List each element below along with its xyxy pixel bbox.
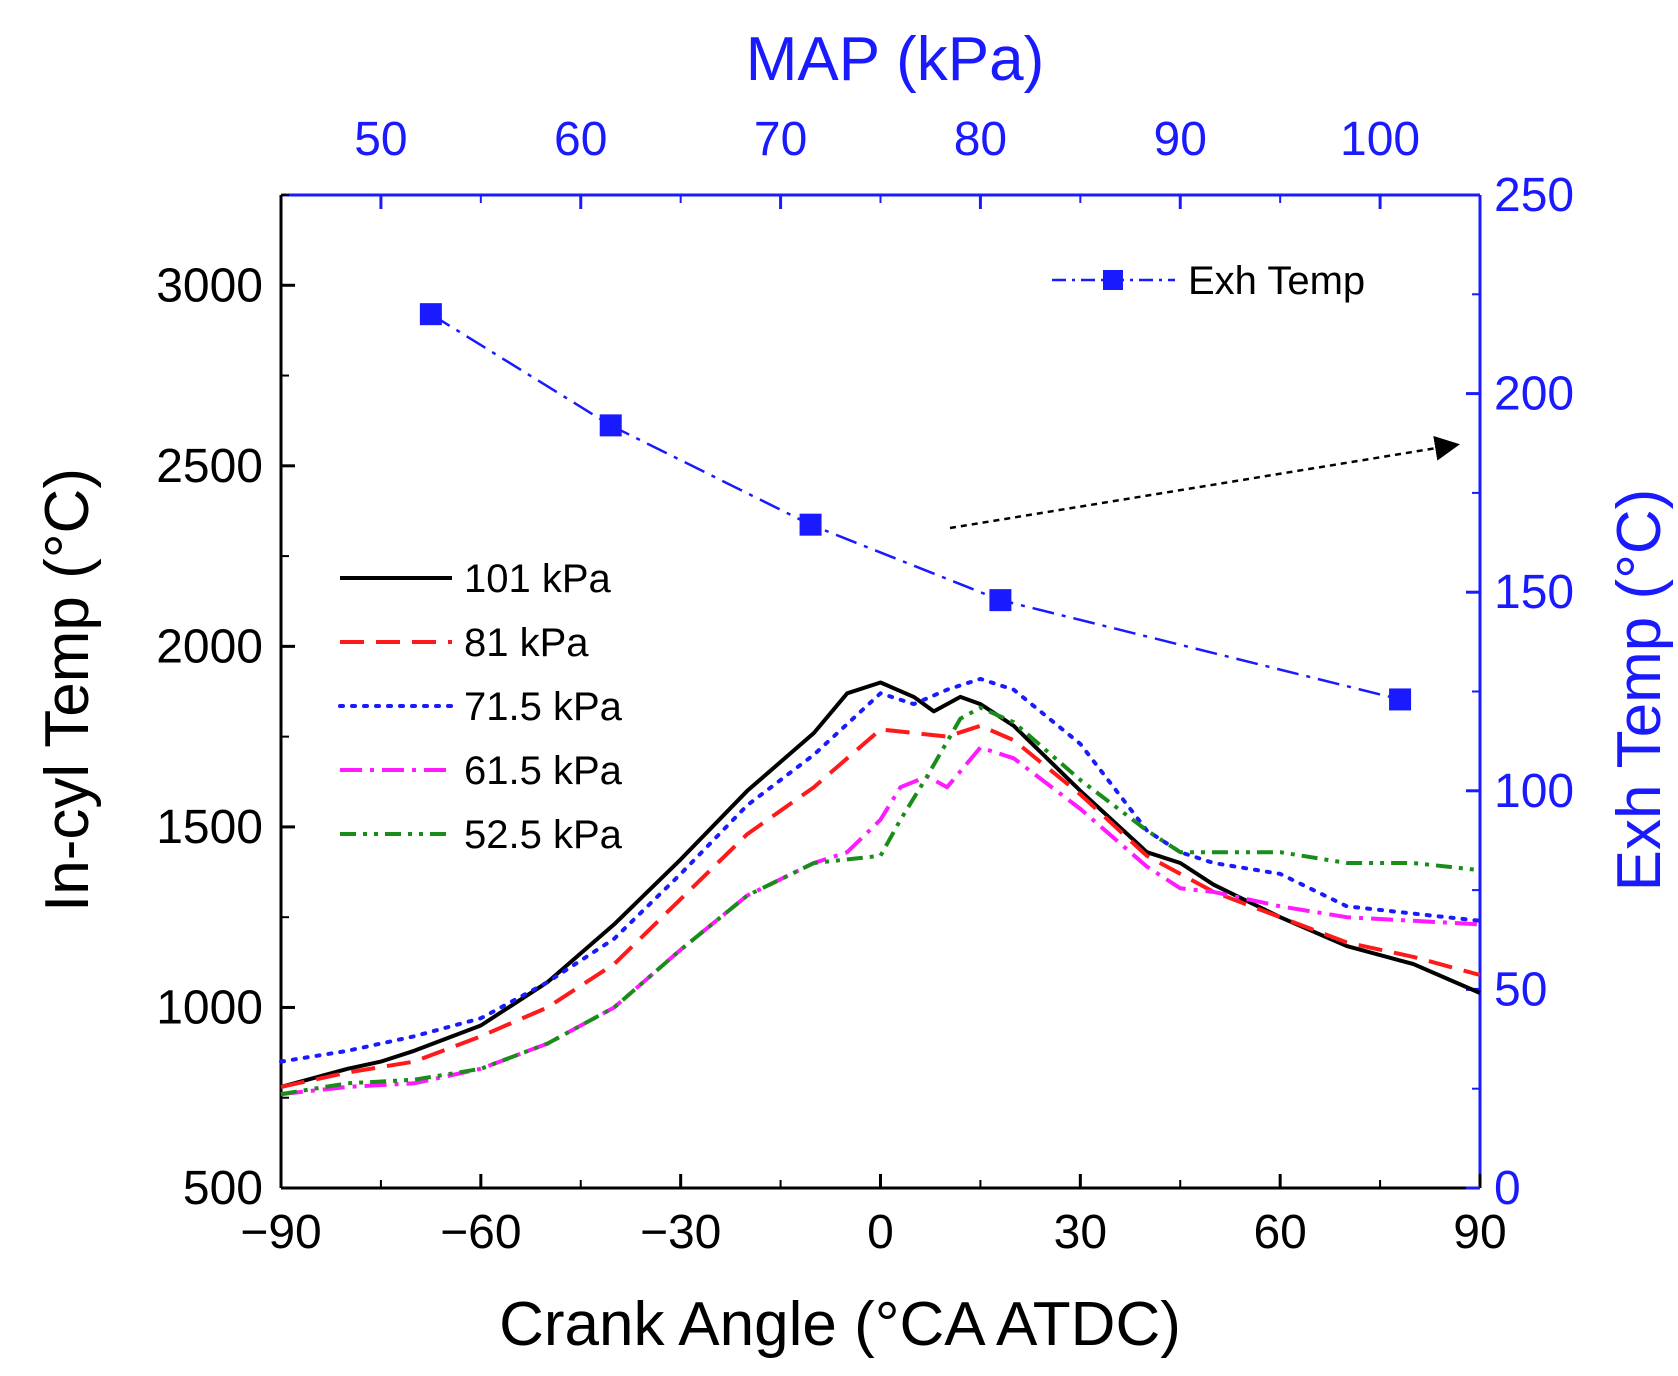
legend-label-101-kpa: 101 kPa [464, 557, 612, 601]
x-axis-top-ticks: 50 60 70 80 90 100 [354, 113, 1481, 209]
exh-temp-point [989, 589, 1012, 612]
y-axis-right-ticks: 0 50 100 150 200 250 [1466, 169, 1574, 1215]
x-bottom-tick-label: 60 [1253, 1206, 1306, 1259]
y-left-tick-label: 1500 [156, 801, 263, 854]
x-top-tick-label: 50 [354, 113, 407, 166]
x-top-tick-label: 100 [1340, 113, 1420, 166]
x-bottom-tick-label: 30 [1054, 1206, 1107, 1259]
y-right-tick-label: 250 [1494, 169, 1574, 222]
exh-temp-point [1389, 688, 1412, 711]
legend-label-52-5-kpa: 52.5 kPa [464, 813, 623, 857]
series-line-52-5-kpa [280, 705, 1481, 1097]
legend-label-exh-temp: Exh Temp [1188, 259, 1365, 303]
x-top-tick-label: 90 [1154, 113, 1207, 166]
y-axis-left-title: In-cyl Temp (°C) [33, 468, 102, 912]
x-top-tick-label: 80 [954, 113, 1007, 166]
y-left-tick-label: 500 [183, 1162, 263, 1215]
x-axis-bottom-ticks: −90 −60 −30 0 30 60 90 [240, 1174, 1507, 1259]
legend-label-81-kpa: 81 kPa [464, 621, 589, 665]
legend-label-71-5-kpa: 71.5 kPa [464, 685, 623, 729]
series-line-101-kpa [280, 680, 1481, 1089]
y-axis-right-title: Exh Temp (°C) [1605, 489, 1674, 892]
x-top-tick-label: 70 [754, 113, 807, 166]
x-bottom-tick-label: 90 [1453, 1206, 1506, 1259]
annotation-arrow [949, 435, 1460, 530]
legend-marker-exh-temp [1103, 270, 1123, 290]
y-axis-left-ticks: 500 1000 1500 2000 2500 3000 [156, 194, 295, 1215]
y-left-tick-label: 3000 [156, 259, 263, 312]
exh-temp-point [799, 513, 822, 536]
x-bottom-tick-label: 0 [867, 1206, 894, 1259]
series-line-81-kpa [280, 723, 1481, 1089]
y-right-tick-label: 50 [1494, 963, 1547, 1016]
series-layer [279, 303, 1482, 1097]
x-top-tick-label: 60 [554, 113, 607, 166]
y-left-tick-label: 1000 [156, 981, 263, 1034]
y-right-tick-label: 0 [1494, 1162, 1521, 1215]
x-bottom-tick-label: −90 [240, 1206, 321, 1259]
legend-exh: Exh Temp [1052, 259, 1365, 303]
x-axis-bottom-title: Crank Angle (°CA ATDC) [499, 1290, 1181, 1359]
exh-temp-point [419, 303, 442, 326]
exh-temp-point [599, 414, 622, 437]
x-bottom-tick-label: −60 [440, 1206, 521, 1259]
y-left-tick-label: 2000 [156, 620, 263, 673]
x-bottom-tick-label: −30 [640, 1206, 721, 1259]
legend-label-61-5-kpa: 61.5 kPa [464, 749, 623, 793]
legend-main: 101 kPa 81 kPa 71.5 kPa 61.5 kPa 52.5 kPa [338, 557, 623, 857]
y-right-tick-label: 200 [1494, 368, 1574, 421]
x-axis-top-title: MAP (kPa) [746, 25, 1045, 94]
y-left-tick-label: 2500 [156, 440, 263, 493]
y-right-tick-label: 150 [1494, 566, 1574, 619]
y-right-tick-label: 100 [1494, 765, 1574, 818]
series-line-71-5-kpa [279, 676, 1482, 1064]
